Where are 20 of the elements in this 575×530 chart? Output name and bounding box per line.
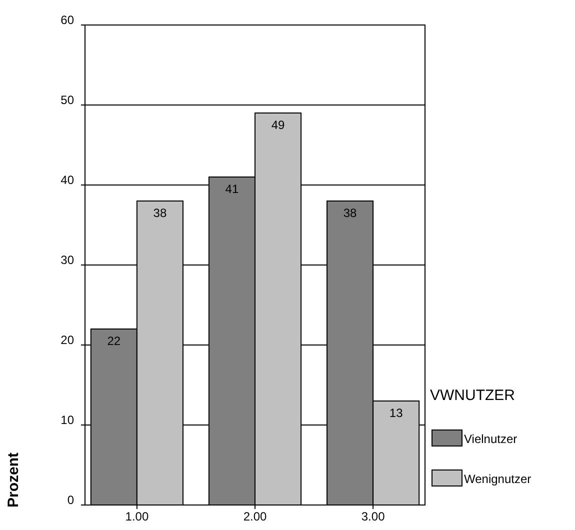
- y-tick-label: 60: [60, 12, 74, 27]
- y-tick-label: 20: [60, 332, 74, 347]
- data-label: 41: [225, 182, 239, 196]
- legend-label: Wenignutzer: [464, 472, 532, 486]
- data-label: 38: [343, 206, 358, 220]
- legend-label: Vielnutzer: [464, 432, 518, 446]
- y-tick-label: 40: [60, 172, 74, 187]
- y-tick-label: 50: [60, 92, 74, 107]
- data-label: 38: [153, 206, 167, 220]
- data-label: 22: [107, 334, 121, 348]
- x-tick-label: 1.00: [125, 510, 149, 524]
- x-tick-label: 2.00: [243, 510, 267, 524]
- data-label: 13: [389, 406, 404, 420]
- y-axis-title: Prozent: [5, 452, 22, 508]
- legend-title: VWNUTZER: [430, 387, 516, 404]
- x-tick-label: 3.00: [361, 510, 386, 524]
- data-label: 49: [271, 118, 286, 132]
- y-tick-label: 0: [67, 492, 74, 507]
- y-tick-label: 30: [60, 252, 74, 267]
- y-tick-label: 10: [60, 412, 74, 427]
